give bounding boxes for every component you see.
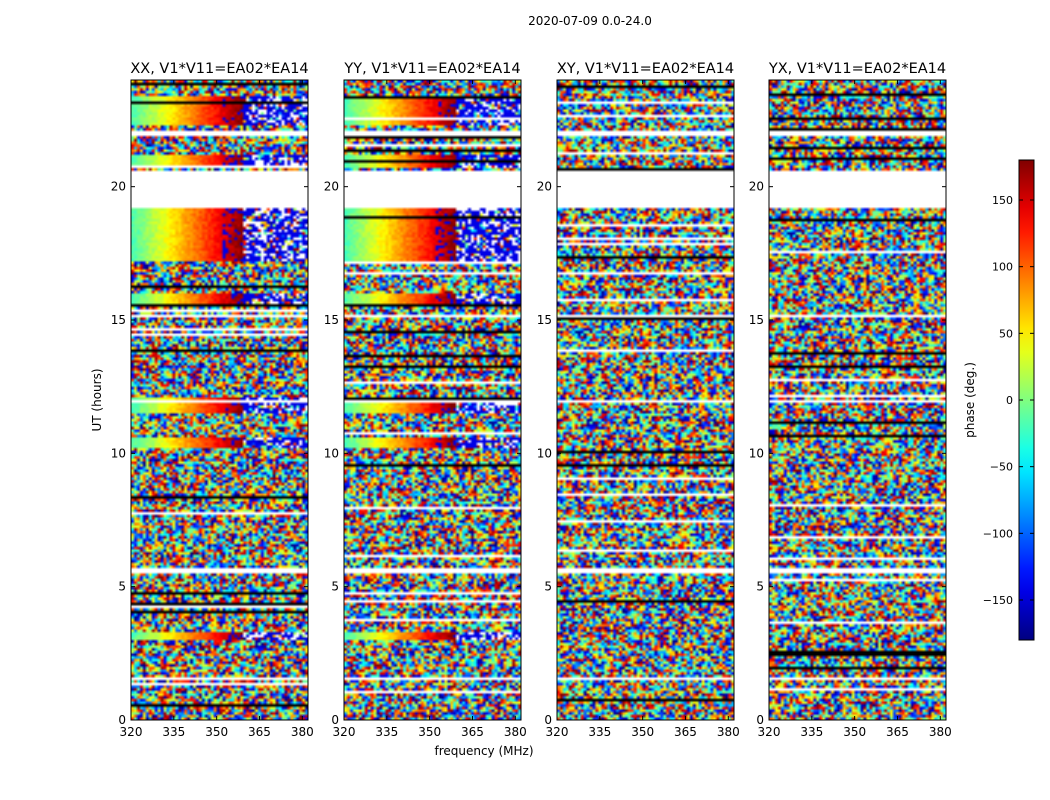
colorbar-tick-label: −100 [983,527,1013,540]
y-tick-label: 5 [331,580,339,594]
x-tick-label: 365 [886,725,909,739]
heatmap-image-3 [769,80,946,720]
y-tick-label: 20 [537,180,552,194]
panel-3 [768,79,947,721]
y-tick-label: 15 [537,313,552,327]
x-tick-label: 335 [588,725,611,739]
panel-title-3: YX, V1*V11=EA02*EA14 [768,61,946,77]
panel-frame-1 [343,79,522,721]
y-tick-label: 0 [544,713,552,727]
x-tick-label: 320 [120,725,143,739]
x-tick-label: 350 [631,725,654,739]
colorbar-tick-label: −50 [990,461,1013,474]
panel-1 [343,79,522,721]
y-tick-label: 10 [537,446,552,460]
x-tick-label: 320 [546,725,569,739]
panel-frame-0 [130,79,309,721]
colorbar-tick-label: −150 [983,594,1013,607]
x-tick-label: 380 [504,725,527,739]
panel-frame-2 [556,79,735,721]
colorbar-label: phase (deg.) [963,362,977,438]
y-tick-label: 0 [118,713,126,727]
colorbar-tick-label: 100 [992,261,1013,274]
panel-title-2: XY, V1*V11=EA02*EA14 [557,61,734,77]
heatmap-image-0 [131,80,308,720]
y-tick-label: 0 [331,713,339,727]
x-tick-label: 350 [843,725,866,739]
heatmap-image-2 [557,80,734,720]
x-tick-label: 335 [375,725,398,739]
x-tick-label: 380 [291,725,314,739]
y-tick-label: 5 [756,580,764,594]
y-tick-label: 15 [324,313,339,327]
y-tick-label: 15 [111,313,126,327]
y-tick-label: 20 [749,180,764,194]
x-tick-label: 320 [333,725,356,739]
x-tick-label: 365 [248,725,271,739]
y-tick-label: 5 [544,580,552,594]
y-tick-label: 5 [118,580,126,594]
colorbar-tick-label: 150 [992,194,1013,207]
y-tick-label: 10 [749,446,764,460]
figure-suptitle: 2020-07-09 0.0-24.0 [528,14,652,28]
y-axis-label: UT (hours) [90,368,104,431]
x-tick-label: 350 [205,725,228,739]
colorbar-tick-label: 0 [1006,394,1013,407]
panel-frame-3 [768,79,947,721]
y-tick-label: 10 [111,446,126,460]
y-tick-label: 0 [756,713,764,727]
y-tick-label: 10 [324,446,339,460]
panel-title-0: XX, V1*V11=EA02*EA14 [130,61,308,77]
panel-2 [556,79,735,721]
x-tick-label: 380 [929,725,952,739]
x-tick-label: 335 [162,725,185,739]
panel-0 [130,79,309,721]
x-tick-label: 335 [800,725,823,739]
y-tick-label: 20 [111,180,126,194]
x-tick-label: 365 [461,725,484,739]
heatmap-image-1 [344,80,521,720]
x-tick-label: 320 [758,725,781,739]
x-tick-label: 380 [717,725,740,739]
y-tick-label: 15 [749,313,764,327]
colorbar-tick-label: 50 [999,327,1013,340]
y-tick-label: 20 [324,180,339,194]
x-tick-label: 365 [674,725,697,739]
x-axis-label: frequency (MHz) [434,744,533,758]
x-tick-label: 350 [418,725,441,739]
panel-title-1: YY, V1*V11=EA02*EA14 [343,61,520,77]
